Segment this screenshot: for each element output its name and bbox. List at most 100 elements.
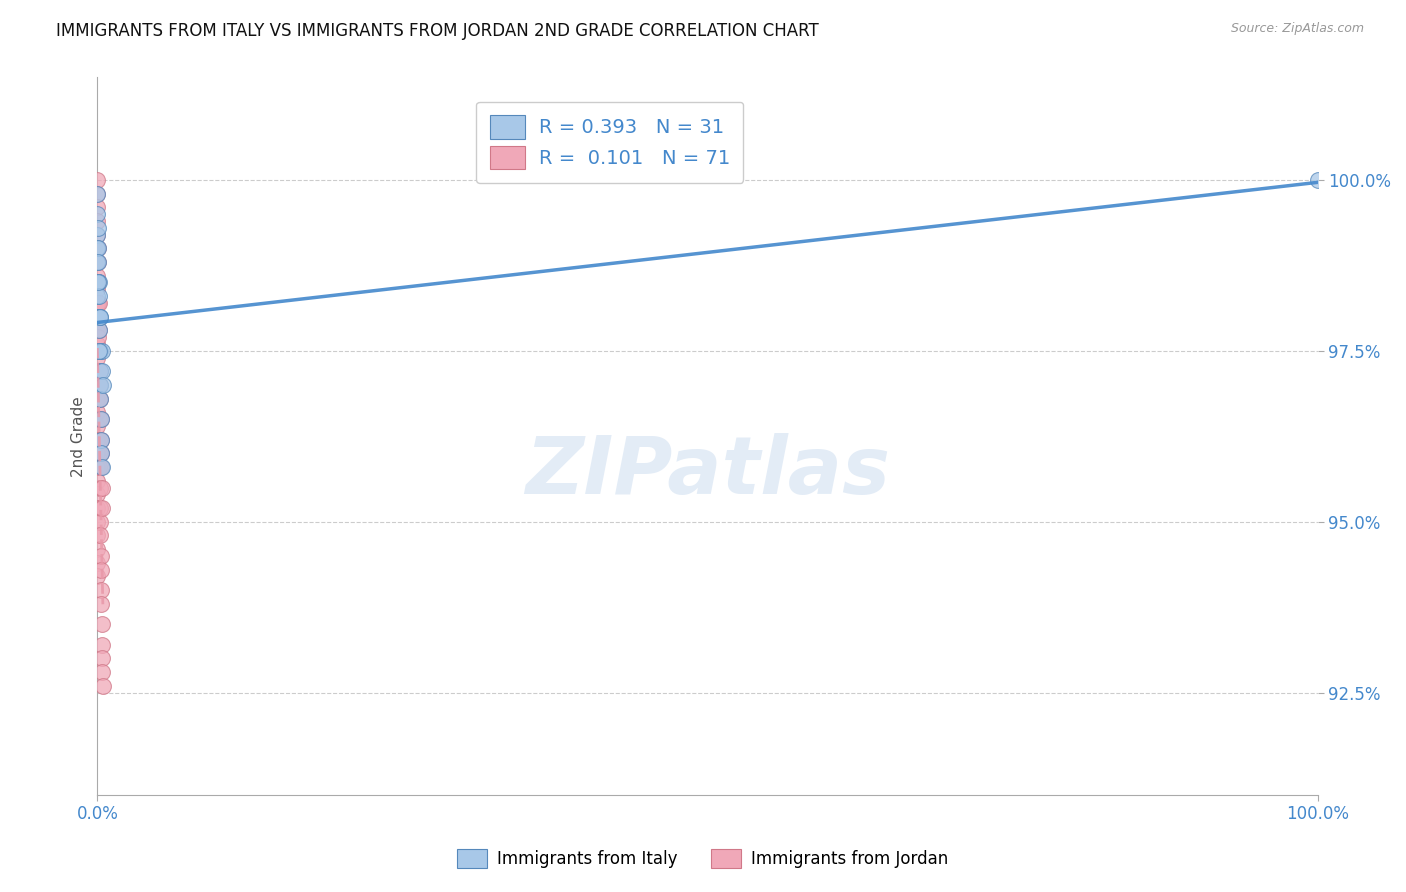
Immigrants from Italy <box>89 343 111 358</box>
Immigrants from Jordan <box>90 433 112 447</box>
Immigrants from Jordan <box>86 378 108 392</box>
Immigrants from Jordan <box>86 227 108 242</box>
Immigrants from Jordan <box>89 481 111 495</box>
Immigrants from Jordan <box>90 446 112 460</box>
Immigrants from Jordan <box>90 501 112 516</box>
Immigrants from Jordan <box>87 255 110 269</box>
Immigrants from Italy <box>86 207 108 221</box>
Immigrants from Italy <box>87 276 110 290</box>
Immigrants from Jordan <box>86 541 108 556</box>
Immigrants from Jordan <box>86 569 108 583</box>
Immigrants from Jordan <box>86 214 108 228</box>
Immigrants from Jordan <box>86 173 108 187</box>
Immigrants from Jordan <box>87 296 110 310</box>
Immigrants from Jordan <box>86 460 108 475</box>
Immigrants from Jordan <box>89 528 111 542</box>
Immigrants from Italy <box>89 364 111 378</box>
Immigrants from Jordan <box>86 446 108 460</box>
Immigrants from Jordan <box>90 549 112 563</box>
Immigrants from Italy <box>86 186 108 201</box>
Immigrants from Jordan <box>87 241 110 255</box>
Immigrants from Jordan <box>86 186 108 201</box>
Immigrants from Jordan <box>91 665 114 679</box>
Immigrants from Italy <box>87 289 110 303</box>
Immigrants from Jordan <box>87 412 110 426</box>
Immigrants from Jordan <box>86 337 108 351</box>
Immigrants from Italy <box>87 276 110 290</box>
Immigrants from Italy <box>89 310 111 324</box>
Immigrants from Jordan <box>86 501 108 516</box>
Immigrants from Italy <box>86 241 108 255</box>
Immigrants from Jordan <box>86 419 108 434</box>
Legend: Immigrants from Italy, Immigrants from Jordan: Immigrants from Italy, Immigrants from J… <box>451 843 955 875</box>
Immigrants from Jordan <box>90 582 112 597</box>
Immigrants from Jordan <box>86 487 108 501</box>
Immigrants from Italy <box>90 412 112 426</box>
Immigrants from Italy <box>89 392 111 406</box>
Immigrants from Italy <box>86 227 108 242</box>
Immigrants from Italy <box>87 343 110 358</box>
Immigrants from Italy <box>86 276 108 290</box>
Immigrants from Jordan <box>86 405 108 419</box>
Text: ZIPatlas: ZIPatlas <box>524 434 890 511</box>
Immigrants from Jordan <box>87 392 110 406</box>
Immigrants from Jordan <box>86 310 108 324</box>
Immigrants from Italy <box>91 364 114 378</box>
Immigrants from Jordan <box>86 528 108 542</box>
Immigrants from Italy <box>91 378 114 392</box>
Immigrants from Jordan <box>89 323 111 337</box>
Immigrants from Italy <box>87 220 110 235</box>
Immigrants from Italy <box>1306 173 1329 187</box>
Immigrants from Jordan <box>86 433 108 447</box>
Immigrants from Jordan <box>86 241 108 255</box>
Immigrants from Jordan <box>87 296 110 310</box>
Immigrants from Jordan <box>89 378 111 392</box>
Immigrants from Jordan <box>86 323 108 337</box>
Immigrants from Italy <box>86 310 108 324</box>
Immigrants from Italy <box>89 323 111 337</box>
Immigrants from Jordan <box>86 255 108 269</box>
Immigrants from Jordan <box>87 378 110 392</box>
Immigrants from Jordan <box>86 392 108 406</box>
Immigrants from Jordan <box>86 556 108 570</box>
Immigrants from Jordan <box>89 343 111 358</box>
Immigrants from Jordan <box>87 330 110 344</box>
Immigrants from Italy <box>89 378 111 392</box>
Immigrants from Jordan <box>90 481 112 495</box>
Immigrants from Jordan <box>91 651 114 665</box>
Immigrants from Jordan <box>86 200 108 214</box>
Immigrants from Jordan <box>86 351 108 365</box>
Immigrants from Italy <box>86 255 108 269</box>
Immigrants from Italy <box>87 310 110 324</box>
Immigrants from Italy <box>89 310 111 324</box>
Immigrants from Jordan <box>86 364 108 378</box>
Immigrants from Jordan <box>89 392 111 406</box>
Immigrants from Jordan <box>91 679 114 693</box>
Immigrants from Italy <box>90 460 112 475</box>
Immigrants from Jordan <box>91 638 114 652</box>
Immigrants from Italy <box>91 343 114 358</box>
Immigrants from Jordan <box>90 597 112 611</box>
Text: Source: ZipAtlas.com: Source: ZipAtlas.com <box>1230 22 1364 36</box>
Immigrants from Jordan <box>90 460 112 475</box>
Immigrants from Jordan <box>87 276 110 290</box>
Immigrants from Jordan <box>87 343 110 358</box>
Immigrants from Jordan <box>87 446 110 460</box>
Immigrants from Italy <box>90 446 112 460</box>
Immigrants from Jordan <box>87 433 110 447</box>
Immigrants from Jordan <box>86 268 108 283</box>
Immigrants from Jordan <box>89 460 111 475</box>
Immigrants from Jordan <box>86 296 108 310</box>
Text: IMMIGRANTS FROM ITALY VS IMMIGRANTS FROM JORDAN 2ND GRADE CORRELATION CHART: IMMIGRANTS FROM ITALY VS IMMIGRANTS FROM… <box>56 22 818 40</box>
Immigrants from Jordan <box>86 474 108 488</box>
Legend: R = 0.393   N = 31, R =  0.101   N = 71: R = 0.393 N = 31, R = 0.101 N = 71 <box>477 102 744 183</box>
Immigrants from Jordan <box>87 310 110 324</box>
Immigrants from Italy <box>86 289 108 303</box>
Immigrants from Jordan <box>89 412 111 426</box>
Immigrants from Jordan <box>86 515 108 529</box>
Immigrants from Italy <box>87 241 110 255</box>
Immigrants from Jordan <box>87 276 110 290</box>
Immigrants from Jordan <box>87 310 110 324</box>
Immigrants from Jordan <box>89 501 111 516</box>
Immigrants from Jordan <box>90 562 112 576</box>
